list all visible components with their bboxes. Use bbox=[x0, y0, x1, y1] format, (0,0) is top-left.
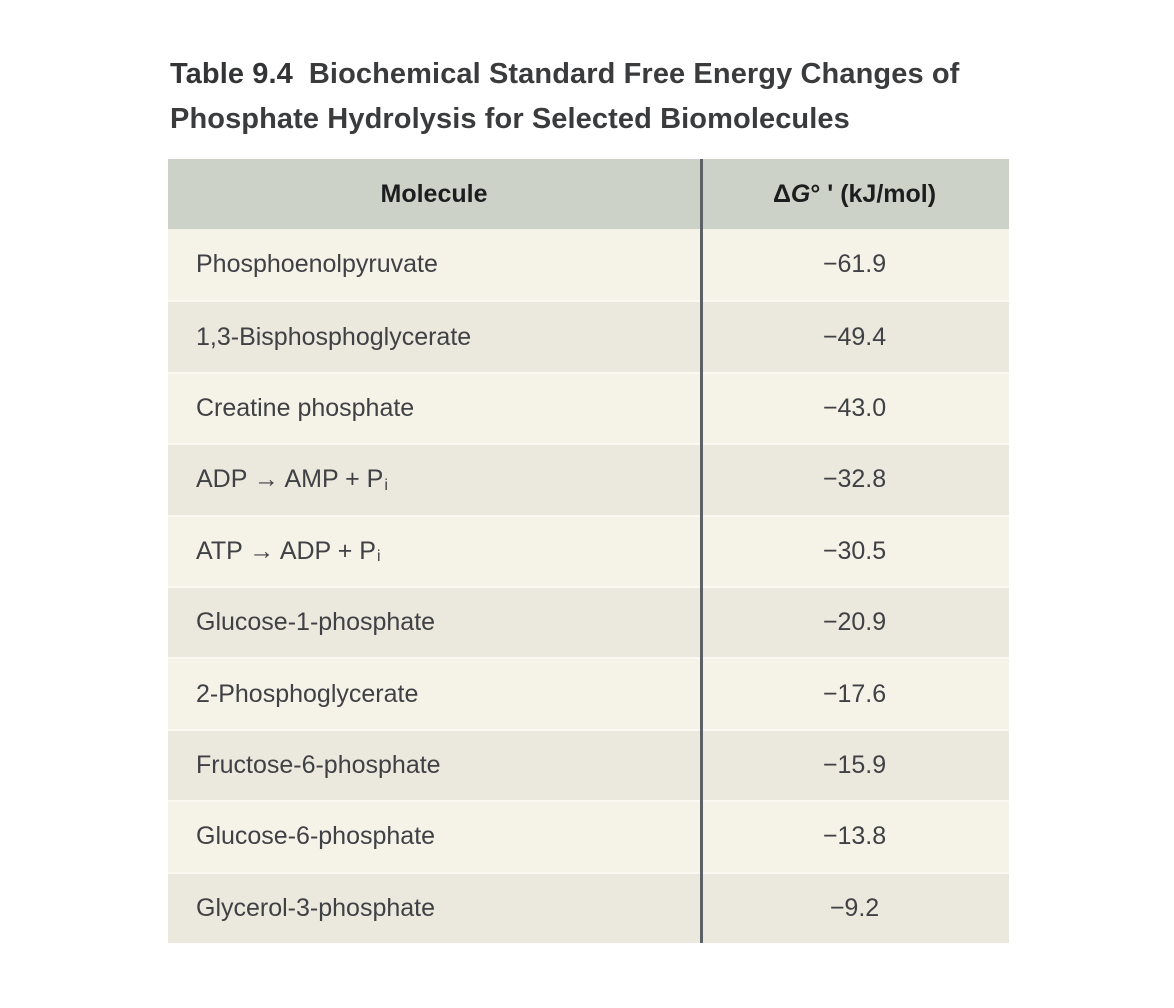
molecule-name: Fructose-6-phosphate bbox=[196, 750, 441, 779]
molecule-name: Glucose-6-phosphate bbox=[196, 822, 436, 851]
molecule-name: ATP → ADP + P bbox=[196, 536, 376, 565]
value-cell: −13.8 bbox=[822, 822, 887, 851]
table-row: 2-Phosphoglycerate −17.6 bbox=[168, 657, 1009, 729]
table-row: Creatine phosphate −43.0 bbox=[168, 371, 1009, 444]
free-energy-table: Molecule Δ G ° ' (kJ/mol) Phosphoenolpyruv… bbox=[168, 159, 1009, 943]
table-row: Glucose-6-phosphate −13.8 bbox=[168, 800, 1009, 872]
value-cell: −49.4 bbox=[822, 322, 887, 351]
molecule-name: ADP → AMP + P bbox=[196, 465, 384, 494]
column-header-molecule: Molecule bbox=[380, 179, 488, 208]
molecule-cell: Glucose-6-phosphate bbox=[168, 802, 700, 871]
molecule-name: Glucose-1-phosphate bbox=[196, 608, 436, 637]
value-cell: −61.9 bbox=[822, 250, 887, 279]
table-number: Table 9.4 bbox=[170, 58, 293, 90]
dg-units: ° ' (kJ/mol) bbox=[810, 179, 937, 208]
value-cell: −15.9 bbox=[822, 750, 887, 779]
table-header-row: Molecule Δ G ° ' (kJ/mol) bbox=[168, 159, 1009, 229]
molecule-name: Phosphoenolpyruvate bbox=[196, 250, 438, 279]
molecule-cell: Creatine phosphate bbox=[168, 374, 700, 443]
table-row: Glycerol-3-phosphate −9.2 bbox=[168, 871, 1009, 943]
column-divider-line bbox=[700, 159, 703, 943]
value-cell: −30.5 bbox=[822, 536, 887, 565]
table-title-text: Biochemical Standard Free Energy Changes… bbox=[170, 58, 960, 135]
table-row: Phosphoenolpyruvate −61.9 bbox=[168, 229, 1009, 301]
table-row: Glucose-1-phosphate −20.9 bbox=[168, 585, 1009, 658]
delta-symbol: Δ bbox=[772, 179, 791, 208]
molecule-cell: 2-Phosphoglycerate bbox=[168, 659, 700, 728]
column-header-delta-g: Δ G ° ' (kJ/mol) bbox=[700, 159, 1009, 229]
value-cell: −20.9 bbox=[822, 608, 887, 637]
page: Table 9.4 Biochemical Standard Free Energ… bbox=[168, 0, 1009, 943]
value-cell: −43.0 bbox=[822, 393, 887, 422]
table-row: Fructose-6-phosphate −15.9 bbox=[168, 728, 1009, 801]
value-cell: −32.8 bbox=[822, 465, 887, 494]
molecule-name: Glycerol-3-phosphate bbox=[196, 893, 436, 922]
molecule-cell: Glycerol-3-phosphate bbox=[168, 874, 700, 943]
molecule-cell: Glucose-1-phosphate bbox=[168, 588, 700, 657]
table-body: Phosphoenolpyruvate −61.9 1,3-Bisphospho… bbox=[168, 229, 1009, 943]
molecule-name: Creatine phosphate bbox=[196, 393, 415, 422]
table-row: 1,3-Bisphosphoglycerate −49.4 bbox=[168, 300, 1009, 372]
molecule-cell: 1,3-Bisphosphoglycerate bbox=[168, 302, 700, 371]
value-cell: −17.6 bbox=[822, 679, 887, 708]
molecule-cell: Fructose-6-phosphate bbox=[168, 731, 700, 800]
value-cell: −9.2 bbox=[829, 893, 880, 922]
molecule-name: 2-Phosphoglycerate bbox=[196, 679, 419, 708]
molecule-name: 1,3-Bisphosphoglycerate bbox=[196, 322, 472, 351]
table-caption: Table 9.4 Biochemical Standard Free Energ… bbox=[170, 52, 1009, 142]
molecule-cell: Phosphoenolpyruvate bbox=[168, 229, 700, 300]
g-symbol: G bbox=[790, 179, 811, 208]
